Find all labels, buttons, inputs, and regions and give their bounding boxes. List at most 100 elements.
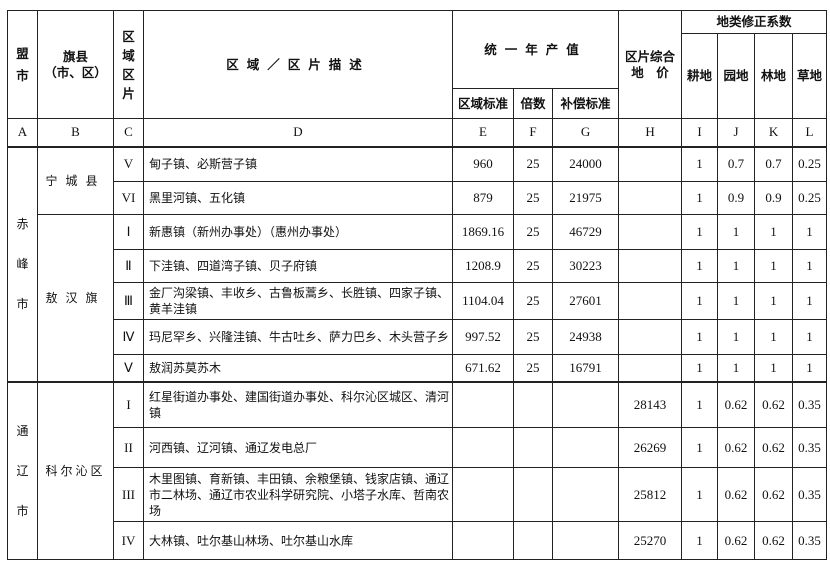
value-cell-i: 1 xyxy=(681,319,719,355)
value-cell-e xyxy=(452,521,514,560)
header-compensation: 补偿标准 xyxy=(551,88,620,119)
column-letter: L xyxy=(792,118,828,148)
value-cell-f xyxy=(513,427,553,468)
value-cell-g: 46729 xyxy=(551,214,620,250)
land-price-table: 盟市 旗县 （市、区） 区域区片 区域／区片描述 统一年产值 区片综合地 价 地类… xyxy=(7,10,828,560)
value-cell-k: 0.62 xyxy=(754,521,794,560)
value-cell-j: 1 xyxy=(717,249,756,283)
value-cell-j: 0.62 xyxy=(717,427,756,468)
value-cell-l: 0.25 xyxy=(792,146,828,182)
description-cell: 红星街道办事处、建国街道办事处、科尔沁区城区、清河镇 xyxy=(143,380,453,428)
value-cell-f: 25 xyxy=(513,319,553,355)
value-cell-j: 0.62 xyxy=(717,467,756,522)
value-cell-g: 24938 xyxy=(551,319,620,355)
value-cell-l: 1 xyxy=(792,249,828,283)
header-zone-standard: 区域标准 xyxy=(452,88,514,119)
value-cell-e: 1104.04 xyxy=(452,282,514,320)
value-cell-f xyxy=(513,521,553,560)
header-arable: 耕地 xyxy=(681,33,719,119)
value-cell-h xyxy=(618,354,683,382)
value-cell-k: 1 xyxy=(754,319,794,355)
value-cell-j: 1 xyxy=(717,319,756,355)
value-cell-e xyxy=(452,427,514,468)
value-cell-k: 0.62 xyxy=(754,380,794,428)
description-cell: 金厂沟梁镇、丰收乡、古鲁板蒿乡、长胜镇、四家子镇、黄羊洼镇 xyxy=(143,282,453,320)
description-cell: 玛尼罕乡、兴隆洼镇、牛古吐乡、萨力巴乡、木头营子乡 xyxy=(143,319,453,355)
county-cell: 科尔沁区 xyxy=(37,380,114,560)
county-cell: 敖汉旗 xyxy=(37,214,114,382)
description-cell: 黑里河镇、五化镇 xyxy=(143,181,453,215)
table-row: 敖汉旗 Ⅰ 新惠镇（新州办事处）（惠州办事处） 1869.16 25 46729 1 1 1 1 xyxy=(8,214,828,382)
header-annual-output: 统一年产值 xyxy=(451,10,620,89)
value-cell-l: 1 xyxy=(792,319,828,355)
header-correction: 地类修正系数 xyxy=(681,10,828,34)
value-cell-h xyxy=(618,214,683,250)
description-cell: 甸子镇、必斯营子镇 xyxy=(143,146,453,182)
value-cell-e: 997.52 xyxy=(452,319,514,355)
table-row: Ⅱ 下洼镇、四道湾子镇、贝子府镇 1208.9 25 30223 1 1 1 1 xyxy=(8,249,828,283)
value-cell-j: 1 xyxy=(717,354,756,382)
zone-cell: I xyxy=(113,380,144,428)
value-cell-i: 1 xyxy=(681,354,719,382)
county-cell: 宁城县 xyxy=(37,146,114,215)
header-multiple: 倍数 xyxy=(513,88,553,119)
value-cell-g xyxy=(551,427,620,468)
table-row: Ⅴ 敖润苏莫苏木 671.62 25 16791 1 1 1 1 xyxy=(8,354,828,382)
value-cell-k: 0.9 xyxy=(754,181,794,215)
table-row: IV 大林镇、吐尔基山林场、吐尔基山水库 25270 1 0.62 0.62 0.35 xyxy=(8,521,828,560)
value-cell-f: 25 xyxy=(513,146,553,182)
value-cell-l: 1 xyxy=(792,282,828,320)
description-cell: 河西镇、辽河镇、通辽发电总厂 xyxy=(143,427,453,468)
value-cell-j: 0.62 xyxy=(717,380,756,428)
city-name: 赤峰市 xyxy=(16,217,29,311)
zone-cell: V xyxy=(113,146,144,182)
value-cell-j: 1 xyxy=(717,282,756,320)
description-cell: 下洼镇、四道湾子镇、贝子府镇 xyxy=(143,249,453,283)
table-row: II 河西镇、辽河镇、通辽发电总厂 26269 1 0.62 0.62 0.35 xyxy=(8,427,828,468)
column-letter: D xyxy=(143,118,453,148)
value-cell-i: 1 xyxy=(681,249,719,283)
table-row: VI 黑里河镇、五化镇 879 25 21975 1 0.9 0.9 0.25 xyxy=(8,181,828,215)
table-row: Ⅲ 金厂沟梁镇、丰收乡、古鲁板蒿乡、长胜镇、四家子镇、黄羊洼镇 1104.04 25 2… xyxy=(8,282,828,320)
value-cell-h xyxy=(618,181,683,215)
value-cell-i: 1 xyxy=(681,181,719,215)
zone-cell: IV xyxy=(113,521,144,560)
header-description: 区域／区片描述 xyxy=(143,10,453,119)
description-cell: 新惠镇（新州办事处）（惠州办事处） xyxy=(143,214,453,250)
column-letter: H xyxy=(618,118,683,148)
value-cell-i: 1 xyxy=(681,467,719,522)
value-cell-l: 1 xyxy=(792,354,828,382)
value-cell-g: 24000 xyxy=(551,146,620,182)
value-cell-h: 26269 xyxy=(618,427,683,468)
column-letter: J xyxy=(717,118,756,148)
value-cell-i: 1 xyxy=(681,521,719,560)
value-cell-i: 1 xyxy=(681,214,719,250)
column-letter: B xyxy=(37,118,114,148)
value-cell-e: 1869.16 xyxy=(452,214,514,250)
header-zone: 区域区片 xyxy=(113,10,144,119)
table-row: 通辽市 科尔沁区 I 红星街道办事处、建国街道办事处、科尔沁区城区、清河镇 28143 1… xyxy=(7,380,828,560)
header-forest: 林地 xyxy=(754,33,794,119)
value-cell-k: 1 xyxy=(754,282,794,320)
zone-cell: Ⅳ xyxy=(113,319,144,355)
value-cell-i: 1 xyxy=(681,282,719,320)
zone-cell: Ⅱ xyxy=(113,249,144,283)
value-cell-g xyxy=(551,467,620,522)
value-cell-i: 1 xyxy=(681,380,719,428)
value-cell-k: 1 xyxy=(754,354,794,382)
header-county: 旗县 （市、区） xyxy=(37,10,114,119)
value-cell-l: 0.35 xyxy=(792,380,828,428)
description-cell: 木里图镇、育新镇、丰田镇、余粮堡镇、钱家店镇、通辽市二林场、通辽市农业科学研究院… xyxy=(143,467,453,522)
city-cell: 赤峰市 xyxy=(7,146,38,382)
value-cell-e xyxy=(452,380,514,428)
value-cell-e: 671.62 xyxy=(452,354,514,382)
value-cell-j: 0.62 xyxy=(717,521,756,560)
value-cell-h: 28143 xyxy=(618,380,683,428)
table-row: III 木里图镇、育新镇、丰田镇、余粮堡镇、钱家店镇、通辽市二林场、通辽市农业科学… xyxy=(8,467,828,522)
value-cell-i: 1 xyxy=(681,427,719,468)
column-letter: A xyxy=(7,118,38,148)
city-cell: 通辽市 xyxy=(7,380,38,560)
value-cell-h xyxy=(618,319,683,355)
value-cell-g: 30223 xyxy=(551,249,620,283)
value-cell-k: 0.7 xyxy=(754,146,794,182)
